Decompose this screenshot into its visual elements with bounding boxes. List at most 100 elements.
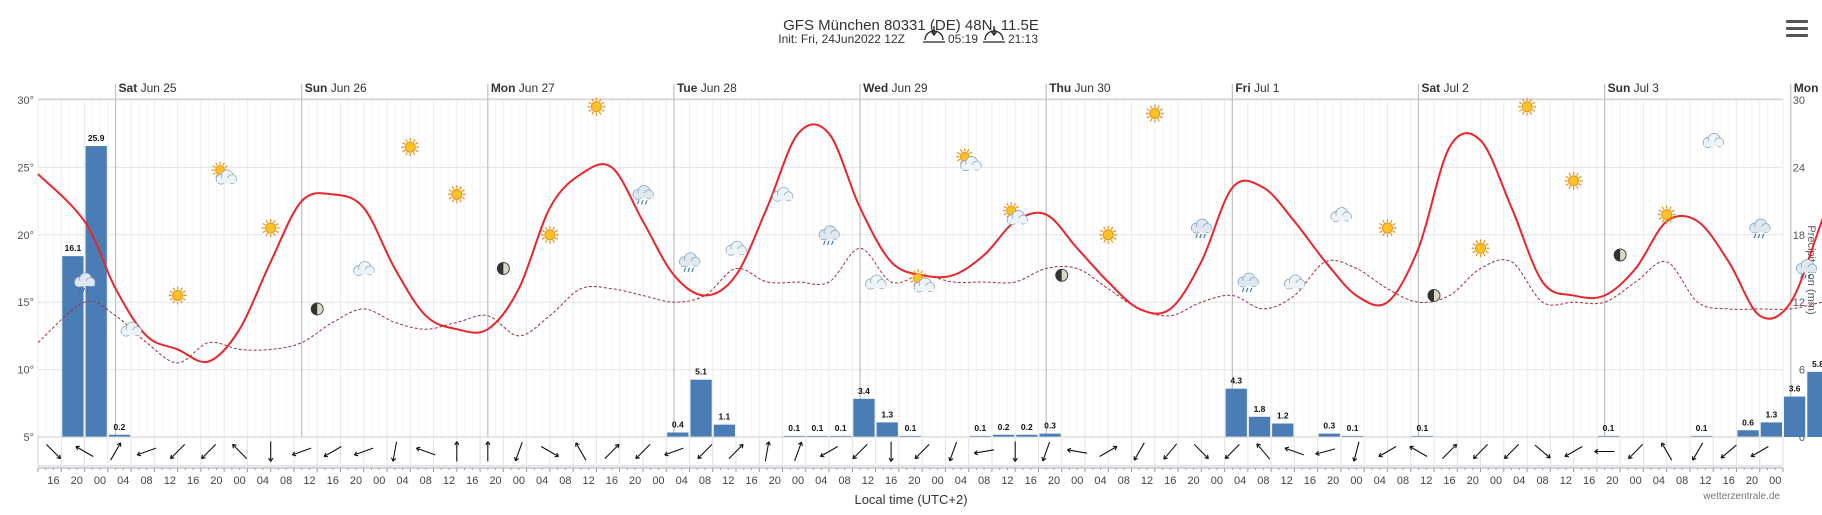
precip-label: 3.6 (1789, 384, 1801, 394)
wind-arrow (201, 444, 217, 460)
precip-label: 0.1 (974, 423, 986, 433)
hour-label: 08 (699, 475, 711, 487)
credit-label: wetterzentrale.de (1702, 491, 1780, 502)
wind-arrow (1594, 448, 1615, 455)
init-label: Init: Fri, 24Jun2022 12Z (778, 32, 905, 46)
day-date: Jun 27 (515, 81, 555, 95)
wind-arrow (1378, 446, 1397, 458)
hour-label: 12 (1141, 475, 1153, 487)
day-date: Jul 2 (1440, 81, 1469, 95)
hour-label: 20 (350, 475, 362, 487)
wind-arrow (1041, 441, 1051, 462)
hour-label: 16 (606, 475, 618, 487)
menu-bar (1786, 27, 1808, 30)
wind-arrow (1352, 441, 1360, 462)
precip-label: 0.3 (1323, 421, 1335, 431)
hour-label: 16 (1304, 475, 1316, 487)
wind-arrow (1691, 442, 1704, 461)
wind-arrow (415, 446, 436, 456)
precip-label: 1.3 (881, 409, 893, 419)
hour-label: 00 (1630, 475, 1642, 487)
wind-arrow (1163, 443, 1178, 460)
hour-label: 12 (1420, 475, 1432, 487)
precip-bar (85, 146, 107, 437)
hour-label: 08 (280, 475, 292, 487)
hour-label: 00 (94, 475, 106, 487)
hour-label: 04 (1513, 475, 1525, 487)
hour-label: 08 (1397, 475, 1409, 487)
day-label: Sat Jun 25 (119, 81, 177, 95)
cloud-icon (353, 261, 375, 276)
wind-arrow (764, 441, 771, 462)
day-name: Sat (119, 81, 138, 95)
hour-label: 04 (955, 475, 967, 487)
left-tick-label: 30° (17, 95, 34, 107)
hour-label: 20 (489, 475, 501, 487)
wind-arrow (232, 443, 248, 459)
hour-label: 00 (373, 475, 385, 487)
day-label: Fri Jul 1 (1235, 81, 1279, 95)
left-tick-label: 5° (23, 432, 34, 444)
hour-label: 12 (303, 475, 315, 487)
hour-label: 16 (1723, 475, 1735, 487)
wind-arrow (1133, 442, 1145, 461)
precip-bar (1341, 435, 1364, 437)
cloud-icon (772, 186, 794, 202)
wind-arrow (1534, 444, 1551, 459)
precip-bar (1411, 435, 1433, 437)
wind-arrow (1099, 445, 1118, 457)
hour-label: 12 (1001, 475, 1013, 487)
wind-arrow (1409, 445, 1428, 457)
wind-arrow (794, 441, 803, 462)
precip-label: 0.4 (672, 420, 684, 430)
hour-label: 08 (1118, 475, 1130, 487)
menu-button[interactable] (1784, 16, 1810, 42)
wind-arrow (1442, 443, 1458, 459)
precip-bar (1318, 433, 1340, 437)
wind-arrow (46, 444, 62, 460)
precip-bar (1248, 416, 1271, 437)
chart-title: GFS München 80331 (DE) 48N, 11.5E (783, 17, 1039, 34)
rain-cloud-icon (74, 272, 96, 293)
wind-arrow (604, 443, 620, 459)
precip-label: 1.1 (718, 412, 730, 422)
day-date: Jul 1 (1251, 81, 1280, 95)
precip-bar (713, 424, 735, 437)
hour-label: 12 (1560, 475, 1572, 487)
precip-label: 3.4 (858, 386, 870, 396)
wind-arrow (485, 441, 491, 462)
wind-arrow (1012, 441, 1018, 462)
rain-cloud-icon (1749, 218, 1771, 239)
precip-label: 25.9 (88, 133, 105, 143)
hour-label: 12 (583, 475, 595, 487)
precip-label: 0.3 (1044, 421, 1056, 431)
hour-label: 20 (210, 475, 222, 487)
sun-icon (447, 185, 466, 204)
day-date: Jul 4 (1818, 81, 1822, 95)
hour-label: 00 (652, 475, 664, 487)
precip-label: 0.1 (788, 423, 800, 433)
cloud-icon (1702, 133, 1725, 148)
hour-label: 20 (71, 475, 83, 487)
hour-label: 00 (1769, 475, 1781, 487)
sun-icon (1145, 104, 1164, 123)
day-name: Fri (1235, 81, 1250, 95)
wind-arrow (1472, 444, 1488, 460)
hour-label: 04 (536, 475, 548, 487)
sunrise-time: 05:19 (948, 32, 978, 46)
hour-label: 04 (257, 475, 269, 487)
wind-arrow (390, 441, 398, 462)
hour-label: 16 (47, 475, 59, 487)
hour-label: 04 (815, 475, 827, 487)
day-date: Jun 29 (888, 81, 928, 95)
hour-label: 16 (1583, 475, 1595, 487)
hour-label: 00 (1211, 475, 1223, 487)
precip-label: 0.1 (835, 423, 847, 433)
moon-icon (496, 262, 510, 275)
hour-label: 08 (1257, 475, 1269, 487)
precip-label: 0.2 (1021, 422, 1033, 432)
precip-bar (1737, 430, 1759, 437)
precip-label: 0.1 (1603, 423, 1615, 433)
hour-label: 20 (1327, 475, 1339, 487)
